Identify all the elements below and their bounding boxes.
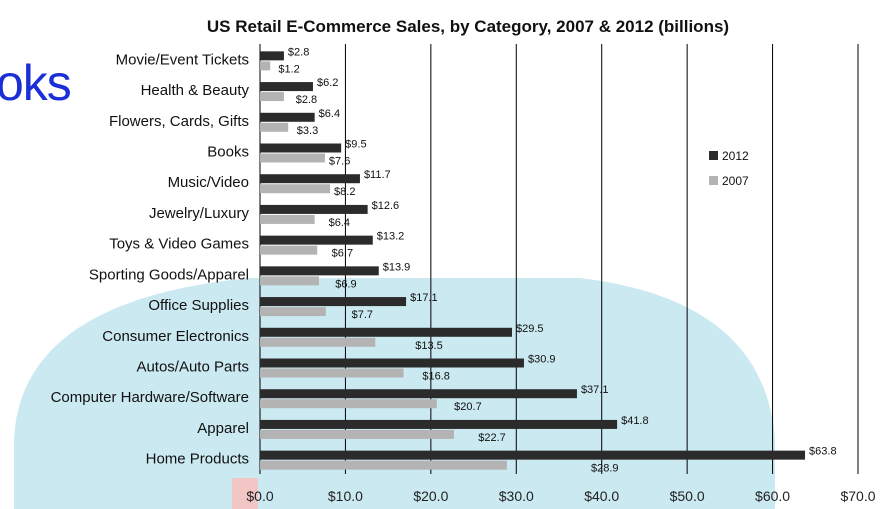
data-label-2012: $37.1 xyxy=(581,384,609,396)
data-label-2007: $7.6 xyxy=(329,156,350,168)
data-label-2007: $28.9 xyxy=(591,463,619,475)
data-label-2012: $30.9 xyxy=(528,354,556,366)
bar-2007 xyxy=(260,184,331,194)
bar-2012 xyxy=(260,204,368,214)
bar-2007 xyxy=(260,337,376,347)
data-label-2012: $41.8 xyxy=(621,415,649,427)
bar-2012 xyxy=(260,235,373,245)
x-tick-label: $60.0 xyxy=(755,488,790,504)
bar-2012 xyxy=(260,389,577,399)
overlay-text: oks xyxy=(0,55,72,111)
legend-swatch-2007 xyxy=(709,176,718,185)
bar-2012 xyxy=(260,82,313,92)
data-label-2007: $6.9 xyxy=(335,278,356,290)
category-label: Books xyxy=(207,144,249,161)
category-label: Sporting Goods/Apparel xyxy=(89,266,249,283)
x-tick-label: $20.0 xyxy=(413,488,448,504)
data-label-2012: $2.8 xyxy=(288,46,309,58)
category-label: Office Supplies xyxy=(148,297,249,314)
x-tick-label: $0.0 xyxy=(246,488,273,504)
x-tick-label: $10.0 xyxy=(328,488,363,504)
bar-2007 xyxy=(260,153,325,163)
data-label-2007: $20.7 xyxy=(454,401,482,413)
data-label-2007: $6.7 xyxy=(332,248,353,260)
legend-label-2012: 2012 xyxy=(722,149,749,163)
category-label: Flowers, Cards, Gifts xyxy=(109,113,249,130)
bar-2007 xyxy=(260,245,318,255)
data-label-2007: $22.7 xyxy=(478,432,506,444)
data-label-2012: $13.9 xyxy=(383,261,411,273)
data-label-2012: $6.4 xyxy=(319,108,340,120)
bar-2007 xyxy=(260,399,437,409)
bar-2012 xyxy=(260,266,379,276)
chart-title: US Retail E-Commerce Sales, by Category,… xyxy=(207,17,729,36)
bar-2007 xyxy=(260,92,284,102)
category-label: Music/Video xyxy=(168,174,249,191)
bar-2007 xyxy=(260,460,507,470)
data-label-2007: $16.8 xyxy=(422,371,450,383)
bar-2007 xyxy=(260,214,315,224)
x-tick-label: $70.0 xyxy=(840,488,875,504)
data-label-2007: $1.2 xyxy=(278,63,299,75)
data-label-2012: $29.5 xyxy=(516,323,544,335)
data-label-2012: $12.6 xyxy=(372,200,400,212)
legend-label-2007: 2007 xyxy=(722,174,749,188)
bar-2012 xyxy=(260,112,315,122)
bar-2007 xyxy=(260,368,404,378)
bar-2012 xyxy=(260,358,524,368)
legend: 2012 2007 xyxy=(709,149,749,188)
data-label-2007: $8.2 xyxy=(334,186,355,198)
category-label: Health & Beauty xyxy=(141,82,250,99)
data-label-2007: $6.4 xyxy=(329,217,350,229)
bar-2012 xyxy=(260,143,342,153)
data-label-2007: $2.8 xyxy=(296,94,317,106)
bar-2012 xyxy=(260,297,407,307)
category-label: Toys & Video Games xyxy=(109,236,249,253)
data-label-2012: $17.1 xyxy=(410,292,438,304)
x-tick-label: $50.0 xyxy=(670,488,705,504)
category-label: Consumer Electronics xyxy=(102,328,249,345)
bar-2007 xyxy=(260,307,326,317)
data-label-2012: $13.2 xyxy=(377,231,405,243)
bar-2012 xyxy=(260,419,618,429)
bar-2007 xyxy=(260,61,271,71)
data-label-2012: $9.5 xyxy=(345,139,366,151)
x-tick-label: $30.0 xyxy=(499,488,534,504)
category-label: Jewelry/Luxury xyxy=(149,205,250,222)
bar-2012 xyxy=(260,450,806,460)
bar-2007 xyxy=(260,122,289,132)
bar-2012 xyxy=(260,174,360,184)
data-label-2012: $6.2 xyxy=(317,77,338,89)
bar-2007 xyxy=(260,429,454,439)
x-axis-ticks: $0.0 $10.0 $20.0 $30.0 $40.0 $50.0 $60.0 $70.0 xyxy=(246,488,875,504)
legend-swatch-2012 xyxy=(709,151,718,160)
data-label-2007: $3.3 xyxy=(297,125,318,137)
bar-2012 xyxy=(260,51,284,61)
category-label: Autos/Auto Parts xyxy=(136,359,249,376)
data-label-2012: $63.8 xyxy=(809,446,837,458)
category-label: Apparel xyxy=(197,420,249,437)
category-labels: Movie/Event Tickets Health & Beauty Flower… xyxy=(51,51,250,467)
category-label: Computer Hardware/Software xyxy=(51,389,249,406)
category-label: Home Products xyxy=(146,451,249,468)
data-label-2007: $13.5 xyxy=(415,340,443,352)
bar-2007 xyxy=(260,276,319,286)
x-tick-label: $40.0 xyxy=(584,488,619,504)
bar-2012 xyxy=(260,327,513,337)
data-label-2012: $11.7 xyxy=(364,169,391,181)
category-label: Movie/Event Tickets xyxy=(116,51,249,68)
bars: $2.8$1.2$6.2$2.8$6.4$3.3$9.5$7.6$11.7$8.… xyxy=(260,46,837,475)
data-label-2007: $7.7 xyxy=(352,309,373,321)
